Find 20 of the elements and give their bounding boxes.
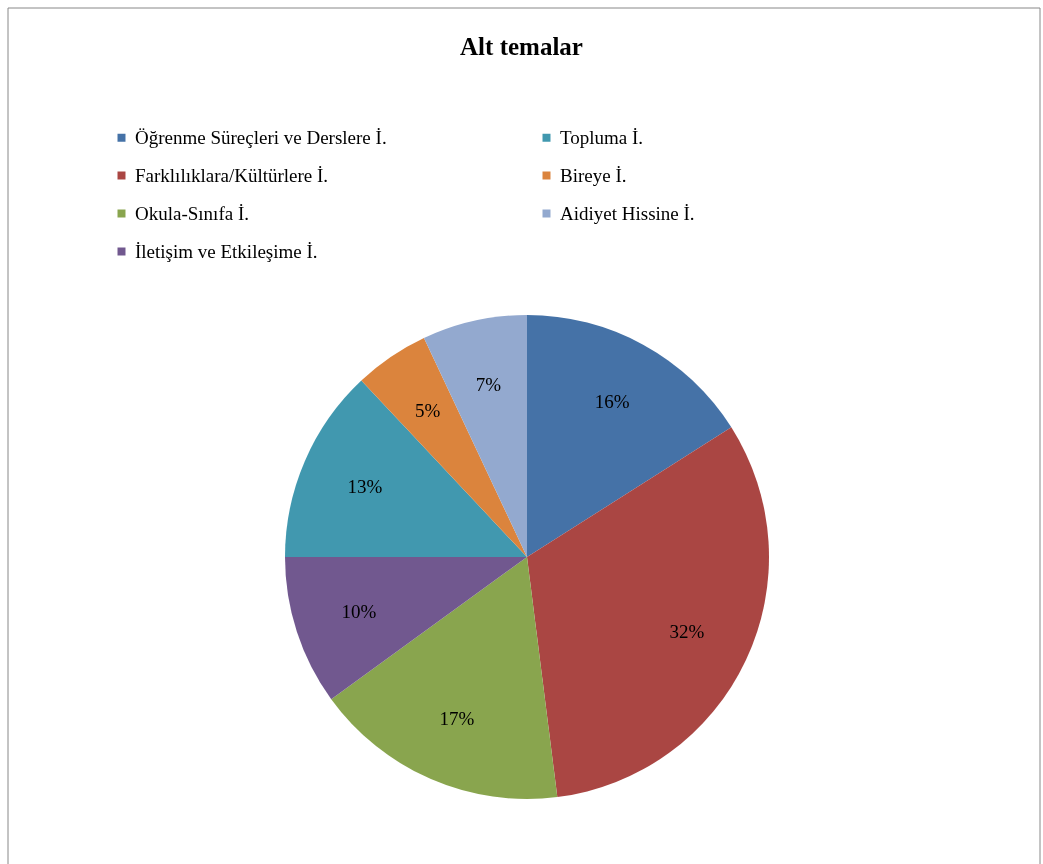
pie-slice <box>285 380 527 557</box>
legend-label: Bireye İ. <box>560 164 627 186</box>
data-label: 17% <box>439 708 475 730</box>
data-label: 10% <box>341 600 377 622</box>
legend-label: Öğrenme Süreçleri ve Derslere İ. <box>135 126 387 148</box>
data-label: 32% <box>669 621 705 643</box>
chart-title: Alt temalar <box>460 33 583 60</box>
pie-slice <box>285 557 527 700</box>
legend-label: Aidiyet Hissine İ. <box>560 202 695 224</box>
data-label: 7% <box>475 373 502 395</box>
data-label: 5% <box>415 399 441 421</box>
pie-slice <box>527 427 769 798</box>
legend-label: Farklılıklara/Kültürlere İ. <box>135 164 329 186</box>
legend-label: Okula-Sınıfa İ. <box>135 202 249 224</box>
legend-label: Topluma İ. <box>560 126 644 148</box>
pie-slice <box>527 315 732 557</box>
pie-slice <box>331 557 558 799</box>
legend-label: İletişim ve Etkileşime İ. <box>135 240 318 262</box>
data-label: 16% <box>594 391 630 413</box>
data-label: 13% <box>347 475 383 497</box>
